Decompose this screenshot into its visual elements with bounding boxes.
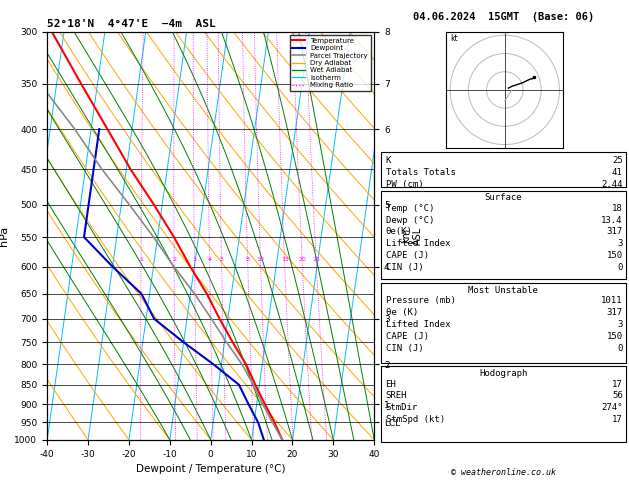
Text: 20: 20	[299, 257, 306, 262]
Text: 0: 0	[617, 344, 623, 353]
Text: 10: 10	[257, 257, 265, 262]
Text: 17: 17	[612, 380, 623, 389]
Text: Totals Totals: Totals Totals	[386, 169, 455, 177]
Text: SREH: SREH	[386, 392, 407, 400]
Text: 317: 317	[606, 227, 623, 237]
Text: 52°18'N  4°47'E  −4m  ASL: 52°18'N 4°47'E −4m ASL	[47, 19, 216, 30]
Text: 274°: 274°	[601, 403, 623, 413]
Text: 3: 3	[192, 257, 196, 262]
Text: Surface: Surface	[484, 193, 522, 203]
Text: 2.44: 2.44	[601, 180, 623, 190]
Text: 0: 0	[617, 263, 623, 272]
Text: Dewp (°C): Dewp (°C)	[386, 216, 434, 225]
Text: θe (K): θe (K)	[386, 308, 418, 317]
Text: 2: 2	[172, 257, 176, 262]
Text: CIN (J): CIN (J)	[386, 263, 423, 272]
Text: 5: 5	[220, 257, 223, 262]
Text: 3: 3	[617, 239, 623, 248]
Text: EH: EH	[386, 380, 396, 389]
Text: Temp (°C): Temp (°C)	[386, 204, 434, 213]
Text: 15: 15	[281, 257, 289, 262]
Text: StmDir: StmDir	[386, 403, 418, 413]
Text: kt: kt	[450, 34, 458, 43]
Text: 25: 25	[313, 257, 320, 262]
Text: 150: 150	[606, 251, 623, 260]
Text: © weatheronline.co.uk: © weatheronline.co.uk	[451, 468, 555, 477]
Text: 3: 3	[617, 320, 623, 329]
Text: PW (cm): PW (cm)	[386, 180, 423, 190]
Text: Lifted Index: Lifted Index	[386, 239, 450, 248]
Text: 17: 17	[612, 415, 623, 424]
Text: 150: 150	[606, 332, 623, 341]
X-axis label: Dewpoint / Temperature (°C): Dewpoint / Temperature (°C)	[136, 464, 286, 474]
Text: 13.4: 13.4	[601, 216, 623, 225]
Text: CAPE (J): CAPE (J)	[386, 332, 428, 341]
Text: 56: 56	[612, 392, 623, 400]
Text: 4: 4	[208, 257, 211, 262]
Text: 25: 25	[612, 156, 623, 166]
Text: 04.06.2024  15GMT  (Base: 06): 04.06.2024 15GMT (Base: 06)	[413, 12, 594, 22]
Text: StmSpd (kt): StmSpd (kt)	[386, 415, 445, 424]
Text: 41: 41	[612, 169, 623, 177]
Y-axis label: km
ASL: km ASL	[401, 226, 423, 245]
Text: 1011: 1011	[601, 296, 623, 305]
Text: 1: 1	[139, 257, 143, 262]
Text: CIN (J): CIN (J)	[386, 344, 423, 353]
Text: Lifted Index: Lifted Index	[386, 320, 450, 329]
Text: Pressure (mb): Pressure (mb)	[386, 296, 455, 305]
Y-axis label: hPa: hPa	[0, 226, 9, 246]
Text: K: K	[386, 156, 391, 166]
Text: 8: 8	[246, 257, 250, 262]
Text: θe(K): θe(K)	[386, 227, 413, 237]
Text: 18: 18	[612, 204, 623, 213]
Text: CAPE (J): CAPE (J)	[386, 251, 428, 260]
Text: 317: 317	[606, 308, 623, 317]
Text: Most Unstable: Most Unstable	[468, 286, 538, 295]
Text: Hodograph: Hodograph	[479, 369, 527, 379]
Legend: Temperature, Dewpoint, Parcel Trajectory, Dry Adiabat, Wet Adiabat, Isotherm, Mi: Temperature, Dewpoint, Parcel Trajectory…	[289, 35, 370, 91]
